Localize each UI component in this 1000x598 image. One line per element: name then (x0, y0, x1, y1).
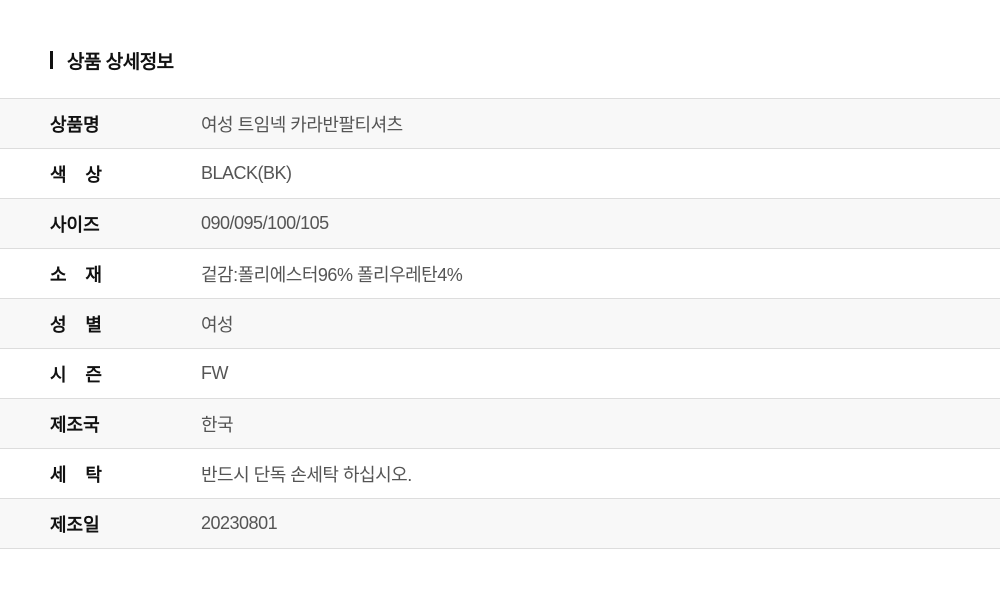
row-value: BLACK(BK) (201, 163, 292, 183)
table-row: 시 즌 FW (0, 349, 1000, 399)
row-label: 사이즈 (50, 214, 100, 235)
table-row: 사이즈 090/095/100/105 (0, 199, 1000, 249)
table-row: 색 상 BLACK(BK) (0, 149, 1000, 199)
table-row: 제조일 20230801 (0, 499, 1000, 549)
table-row: 상품명 여성 트임넥 카라반팔티셔츠 (0, 99, 1000, 149)
row-value: 반드시 단독 손세탁 하십시오. (201, 464, 412, 485)
section-title-text: 상품 상세정보 (67, 51, 174, 73)
row-label: 제조국 (50, 414, 100, 435)
table-row: 세 탁 반드시 단독 손세탁 하십시오. (0, 449, 1000, 499)
row-label: 시 즌 (50, 364, 102, 385)
table-row: 제조국 한국 (0, 399, 1000, 449)
row-value: 20230801 (201, 513, 278, 533)
row-value: 여성 트임넥 카라반팔티셔츠 (201, 114, 403, 135)
table-row: 성 별 여성 (0, 299, 1000, 349)
row-value: FW (201, 363, 228, 383)
row-label: 제조일 (50, 514, 100, 535)
row-label: 상품명 (50, 114, 100, 135)
section-title: 상품 상세정보 (50, 49, 174, 73)
product-detail-table: 상품명 여성 트임넥 카라반팔티셔츠 색 상 BLACK(BK) 사이즈 090/09… (0, 98, 1000, 549)
row-label: 색 상 (50, 164, 102, 185)
row-value: 겉감:폴리에스터96% 폴리우레탄4% (201, 264, 463, 285)
table-row: 소 재 겉감:폴리에스터96% 폴리우레탄4% (0, 249, 1000, 299)
row-value: 090/095/100/105 (201, 213, 329, 233)
row-label: 소 재 (50, 264, 102, 285)
title-accent-bar (50, 51, 53, 69)
row-value: 한국 (201, 414, 234, 435)
row-label: 성 별 (50, 314, 102, 335)
row-value: 여성 (201, 314, 234, 335)
row-label: 세 탁 (50, 464, 102, 485)
